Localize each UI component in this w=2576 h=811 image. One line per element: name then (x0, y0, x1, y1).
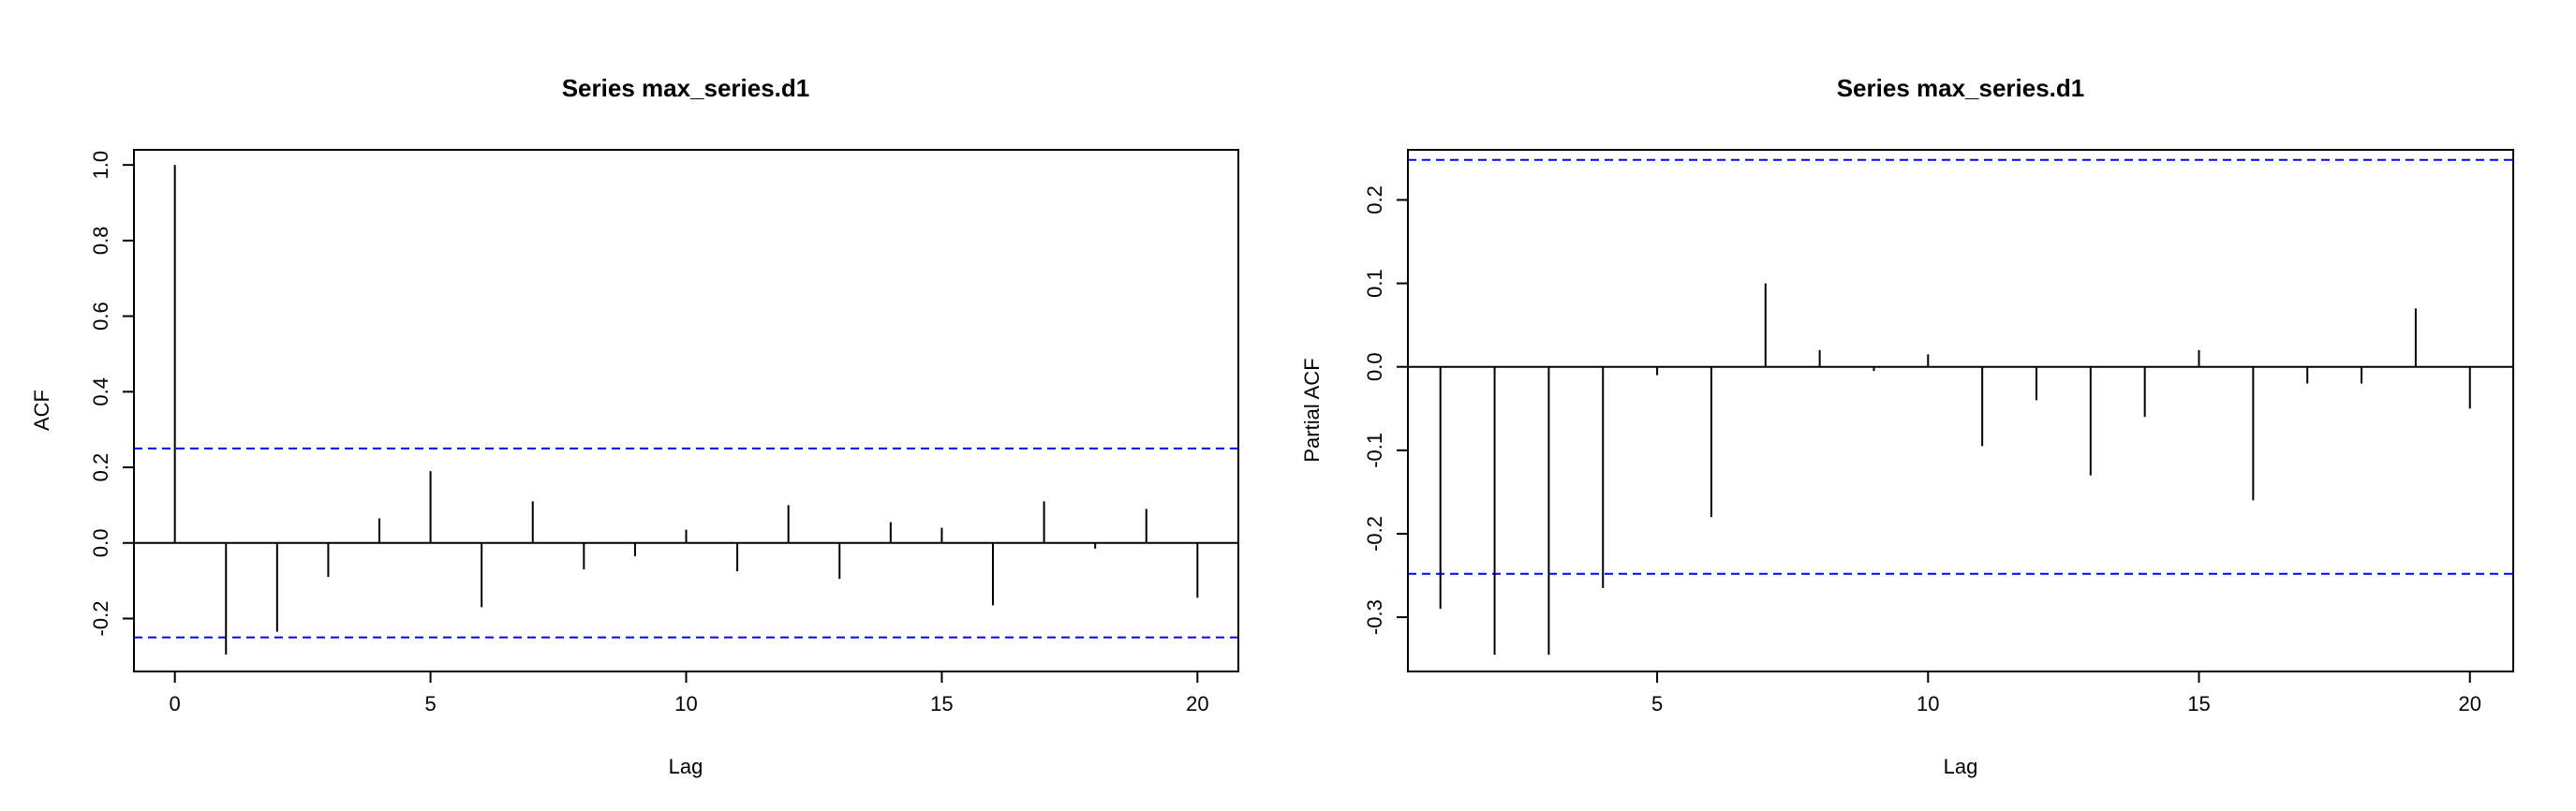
pacf-y-tick-label-5: 0.2 (1363, 185, 1386, 214)
pacf-y-tick-label-3: 0.0 (1363, 352, 1386, 381)
pacf-chart-title: Series max_series.d1 (1837, 74, 2085, 102)
pacf-x-tick-label-15: 15 (2187, 692, 2210, 715)
acf-y-tick-label-1: 0.0 (89, 528, 112, 557)
pacf-y-axis-label: Partial ACF (1300, 358, 1324, 462)
pacf-y-tick-label-1: -0.2 (1363, 516, 1386, 552)
acf-y-tick-label-0: -0.2 (89, 601, 112, 637)
pacf-panel: Series max_series.d1 Lag Partial ACF 5 10… (1300, 74, 2514, 778)
acf-x-tick-label-5: 5 (424, 692, 436, 715)
acf-y-axis-label: ACF (30, 390, 53, 431)
acf-x-tick-label-15: 15 (930, 692, 953, 715)
pacf-x-axis-label: Lag (1944, 755, 1978, 778)
pacf-x-tick-label-20: 20 (2458, 692, 2480, 715)
acf-y-tick-label-2: 0.2 (89, 453, 112, 482)
pacf-plot-box (1407, 149, 2514, 672)
acf-y-tick-label-6: 1.0 (89, 151, 112, 180)
acf-y-tick-label-3: 0.4 (89, 377, 112, 406)
acf-plot-box (133, 149, 1239, 672)
pacf-y-tick-label-2: -0.1 (1363, 433, 1386, 468)
acf-x-tick-label-0: 0 (170, 692, 181, 715)
acf-y-tick-label-5: 0.8 (89, 227, 112, 256)
acf-y-tick-label-4: 0.6 (89, 302, 112, 331)
acf-panel: Series max_series.d1 Lag ACF 0 5 10 15 20 -0.… (30, 74, 1239, 778)
pacf-x-tick-label-5: 5 (1651, 692, 1663, 715)
pacf-x-tick-label-10: 10 (1917, 692, 1939, 715)
acf-chart-title: Series max_series.d1 (562, 74, 810, 102)
pacf-y-tick-label-4: 0.1 (1363, 269, 1386, 298)
acf-x-tick-label-10: 10 (674, 692, 697, 715)
pacf-y-tick-label-0: -0.3 (1363, 599, 1386, 635)
acf-x-tick-label-20: 20 (1186, 692, 1208, 715)
acf-x-axis-label: Lag (669, 755, 703, 778)
